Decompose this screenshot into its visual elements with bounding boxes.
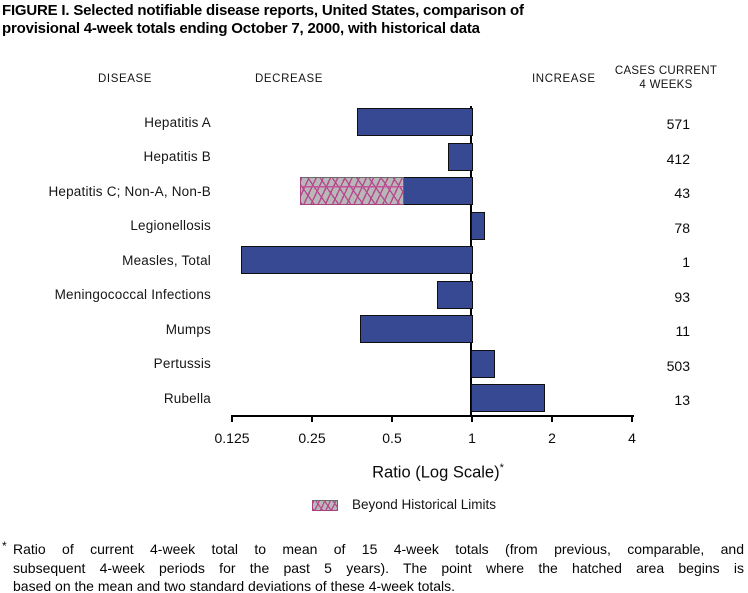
ratio-bar bbox=[357, 108, 473, 136]
ratio-bar bbox=[403, 177, 473, 205]
column-header-decrease: DECREASE bbox=[255, 73, 324, 85]
legend-beyond-limits-label: Beyond Historical Limits bbox=[352, 497, 497, 512]
figure-title-line1: FIGURE I. Selected notifiable disease re… bbox=[2, 2, 524, 19]
footnote-line-1: Ratio of current 4-week total to mean of… bbox=[13, 541, 744, 557]
disease-label: Hepatitis C; Non-A, Non-B bbox=[48, 183, 211, 199]
footnote-line-2: subsequent 4-week periods for the past 5… bbox=[13, 559, 744, 576]
axis-tick bbox=[471, 415, 473, 422]
disease-label: Pertussis bbox=[153, 356, 211, 371]
cases-value: 78 bbox=[674, 219, 690, 236]
figure-title-line2: provisional 4-week totals ending October… bbox=[2, 19, 480, 37]
axis-line-horizontal bbox=[231, 415, 634, 417]
axis-tick-label: 0.25 bbox=[298, 430, 326, 446]
axis-tick-label: 0.5 bbox=[382, 430, 402, 446]
column-header-increase: INCREASE bbox=[532, 73, 596, 85]
ratio-bar bbox=[471, 211, 486, 240]
footnote: * Ratio of current 4-week total to mean … bbox=[0, 539, 744, 593]
disease-label: Rubella bbox=[163, 390, 211, 406]
beyond-limit-bar bbox=[299, 177, 404, 205]
figure-title: FIGURE I. Selected notifiable disease re… bbox=[2, 2, 524, 37]
axis-tick-label: 4 bbox=[628, 430, 636, 446]
cases-value: 1 bbox=[682, 254, 690, 270]
ratio-bar bbox=[437, 280, 473, 309]
cases-value: 11 bbox=[675, 323, 690, 339]
column-header-cases: CASES CURRENT 4 WEEKS bbox=[602, 64, 730, 92]
legend-beyond-limits-swatch bbox=[312, 500, 338, 511]
footnote-line-3: based on the mean and two standard devia… bbox=[13, 578, 456, 593]
footnote-marker: * bbox=[2, 539, 7, 553]
disease-label: Hepatitis A bbox=[144, 114, 211, 130]
axis-tick bbox=[231, 415, 233, 422]
column-header-cases-line2: 4 WEEKS bbox=[639, 79, 693, 91]
cases-value: 412 bbox=[666, 150, 690, 167]
cases-value: 13 bbox=[674, 392, 690, 408]
axis-tick-label: 0.125 bbox=[214, 430, 250, 446]
axis-tick bbox=[551, 415, 553, 422]
ratio-bar bbox=[360, 315, 473, 343]
disease-label: Hepatitis B bbox=[143, 149, 211, 164]
axis-tick bbox=[391, 415, 393, 422]
disease-label: Mumps bbox=[165, 321, 211, 337]
disease-label: Legionellosis bbox=[130, 218, 211, 233]
axis-tick bbox=[631, 415, 633, 422]
axis-tick bbox=[311, 415, 313, 422]
x-axis-label-footnote-marker: * bbox=[499, 462, 504, 474]
disease-label: Meningococcal Infections bbox=[54, 287, 211, 302]
cases-value: 43 bbox=[674, 185, 690, 201]
ratio-bar bbox=[240, 246, 473, 274]
column-header-disease: DISEASE bbox=[98, 73, 153, 85]
ratio-bar bbox=[447, 142, 473, 171]
ratio-bar bbox=[471, 384, 545, 412]
ratio-bar bbox=[471, 349, 495, 378]
axis-tick-label: 2 bbox=[548, 430, 556, 446]
x-axis-label-text: Ratio (Log Scale) bbox=[372, 463, 500, 482]
x-axis-label: Ratio (Log Scale)* bbox=[372, 462, 504, 483]
column-header-cases-line1: CASES CURRENT bbox=[614, 65, 718, 77]
cases-value: 571 bbox=[666, 116, 690, 132]
cases-value: 93 bbox=[674, 288, 690, 305]
axis-tick-label: 1 bbox=[468, 430, 476, 446]
cases-value: 503 bbox=[666, 357, 690, 374]
disease-label: Measles, Total bbox=[122, 252, 211, 268]
